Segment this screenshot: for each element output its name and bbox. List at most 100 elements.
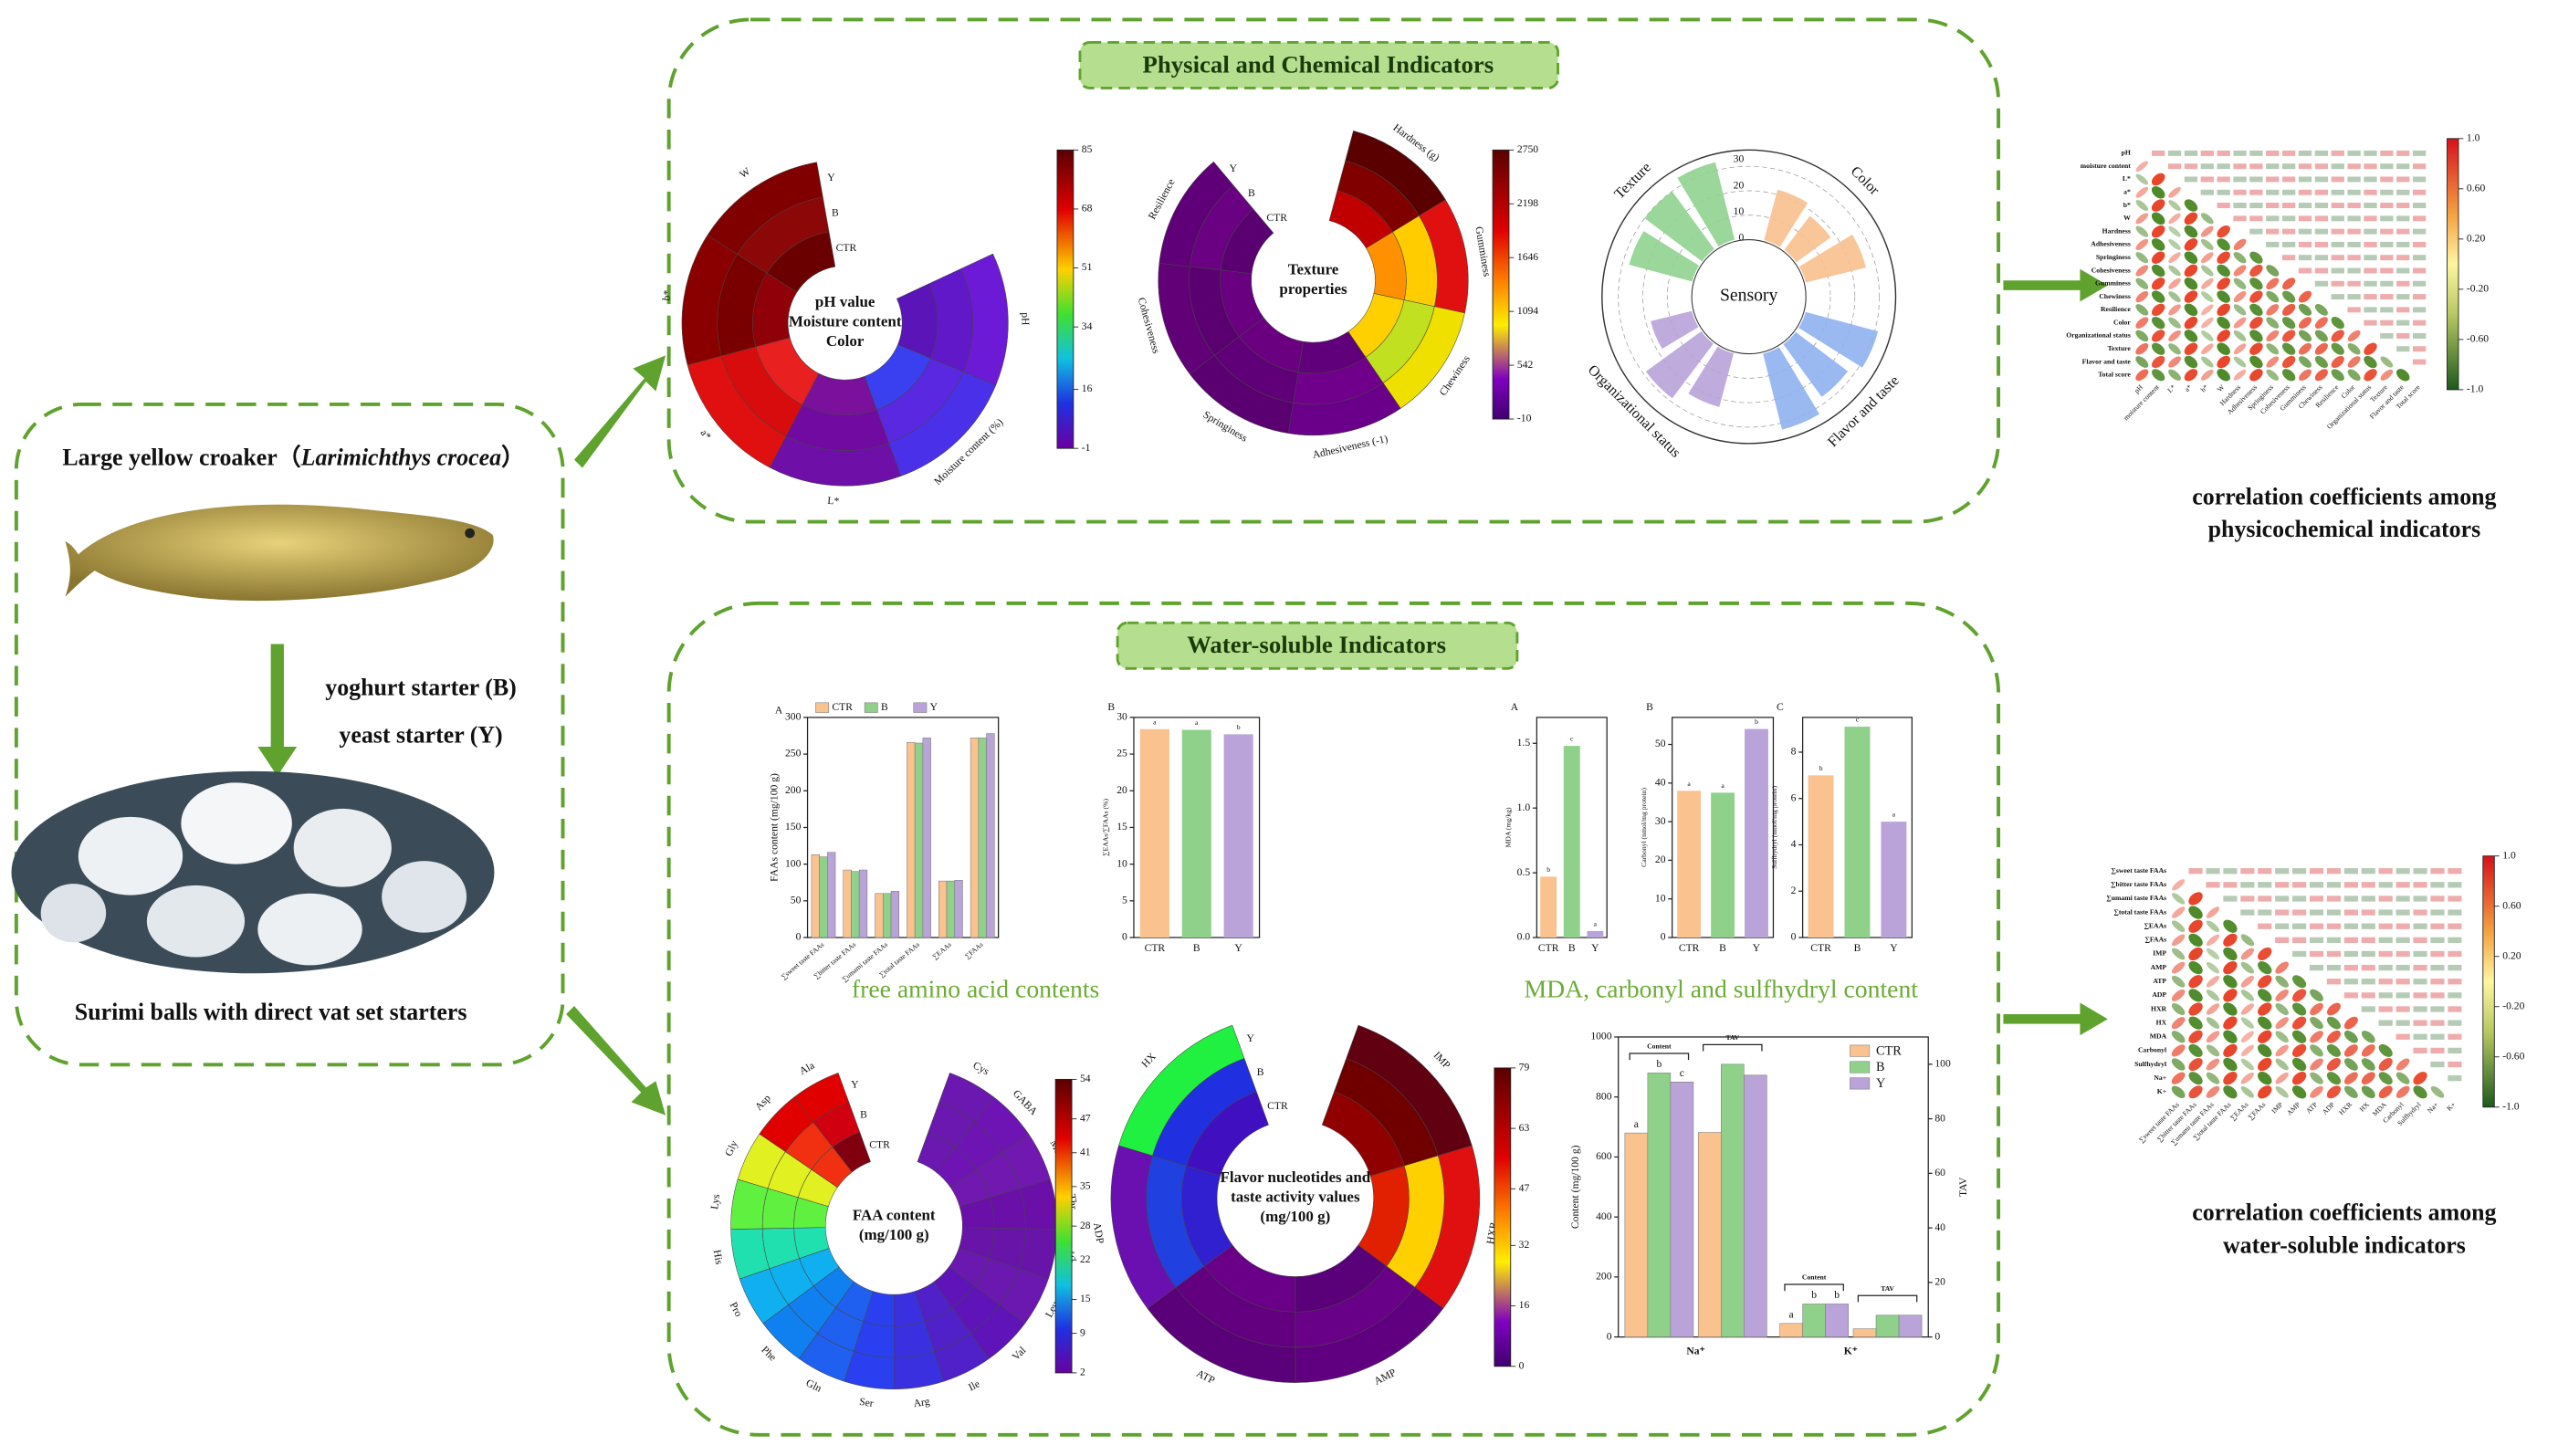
matrix-cell xyxy=(2331,280,2344,287)
matrix-cell xyxy=(2413,979,2427,985)
colorbar-label: 54 xyxy=(1080,1073,1091,1084)
sensory-rtick: 0 xyxy=(1738,231,1744,243)
sig-letter: a xyxy=(1721,781,1725,790)
matrix-cell xyxy=(2413,909,2427,916)
legend-swatch xyxy=(815,702,830,713)
colorbar-label: 22 xyxy=(1080,1253,1091,1265)
matrix-cell xyxy=(2331,176,2344,183)
sensory-bar xyxy=(1784,215,1831,263)
ring-label: Pro xyxy=(728,1300,745,1318)
sig-letter: b xyxy=(1819,764,1823,772)
bar xyxy=(1647,1073,1672,1337)
matrix-cell xyxy=(2326,1002,2341,1016)
sensory-frame xyxy=(1601,149,1897,445)
matrix-cell xyxy=(2275,1086,2289,1098)
matrix-cell xyxy=(2343,964,2358,971)
sensory-center-label: Sensory xyxy=(1720,286,1777,306)
matrix-cell xyxy=(2380,203,2394,209)
colorbar-label: 1646 xyxy=(1517,251,1538,263)
ring-group-label: B xyxy=(1257,1066,1264,1078)
caption: free amino acid contents xyxy=(852,974,1099,1002)
matrix-cell xyxy=(2266,228,2280,235)
sig-letter: c xyxy=(1856,716,1860,724)
matrix-cell xyxy=(2331,317,2344,330)
matrix-cell xyxy=(2309,923,2324,929)
matrix-cell xyxy=(2364,150,2377,156)
matrix-cell xyxy=(2364,369,2377,382)
matrix-cell xyxy=(2378,896,2393,902)
matrix-cell xyxy=(2380,319,2394,326)
matrix-cell xyxy=(2343,868,2358,875)
matrix-cell xyxy=(2135,317,2149,329)
tick-label: 4 xyxy=(1791,838,1797,850)
matrix-cell xyxy=(2151,212,2165,225)
matrix-cell xyxy=(2233,203,2247,209)
legend-swatch xyxy=(913,702,928,713)
matrix-cell xyxy=(2201,252,2214,264)
matrix-cell xyxy=(2361,1072,2375,1084)
colorbar-label: -1.0 xyxy=(2502,1100,2520,1112)
legend-swatch xyxy=(1850,1077,1871,1090)
matrix-cell xyxy=(2223,1072,2238,1085)
matrix-cell xyxy=(2331,228,2344,235)
matrix-cell xyxy=(2448,1006,2462,1012)
matrix-cell xyxy=(2430,992,2445,999)
matrix-cell xyxy=(2168,317,2181,329)
matrix-cell xyxy=(2275,989,2289,1001)
ring-center: Moisture content xyxy=(789,313,902,330)
tick-label: 6 xyxy=(1791,791,1797,803)
matrix-cell xyxy=(2412,241,2427,247)
matrix-cell xyxy=(2314,317,2328,330)
matrix-cell xyxy=(2258,1002,2272,1016)
tick-label: 60 xyxy=(1934,1167,1945,1178)
matrix-cell xyxy=(2347,176,2361,183)
bar xyxy=(1677,791,1702,938)
matrix-cell xyxy=(2240,896,2255,902)
tick-label: 10 xyxy=(1117,857,1127,869)
matrix-cell xyxy=(2223,1030,2238,1043)
matrix-cell xyxy=(2343,923,2358,929)
ring-label: His xyxy=(711,1249,726,1266)
matrix-cell xyxy=(2168,330,2181,342)
tick-label: 200 xyxy=(785,784,802,796)
matrix-cell xyxy=(2326,923,2342,929)
matrix-cell xyxy=(2201,317,2214,329)
matrix-cell xyxy=(2282,290,2296,303)
legend-label: B xyxy=(1876,1060,1885,1074)
tick-label: 800 xyxy=(1596,1090,1612,1102)
colorbar-label: 542 xyxy=(1517,359,1534,371)
matrix-cell xyxy=(2309,964,2324,971)
tick-label: 30 xyxy=(1655,815,1666,827)
matrix-cell xyxy=(2413,950,2427,958)
sig-letter: a xyxy=(1195,718,1199,727)
matrix-cell xyxy=(2396,1006,2410,1012)
matrix-cell xyxy=(2171,1072,2186,1084)
matrix-cell xyxy=(2380,332,2394,339)
matrix-cell xyxy=(2151,173,2165,186)
tick-label: 80 xyxy=(1934,1112,1945,1124)
matrix-cell xyxy=(2380,241,2394,247)
colorbar-label: -1 xyxy=(1082,442,1091,454)
matrix-row-label: IMP xyxy=(2153,949,2166,958)
tick-label: 1000 xyxy=(1590,1031,1611,1042)
matrix-cell xyxy=(2217,189,2230,195)
matrix-caption: water-soluble indicators xyxy=(2223,1231,2466,1258)
bar xyxy=(1540,876,1557,938)
matrix-cell xyxy=(2396,369,2410,382)
tick-label: 1.0 xyxy=(1517,801,1531,813)
matrix-cell xyxy=(2275,896,2290,902)
sig-letter: a xyxy=(1594,920,1598,928)
matrix-cell xyxy=(2151,316,2165,330)
matrix-cell xyxy=(2314,280,2329,287)
matrix-cell xyxy=(2430,979,2445,985)
tick-label: 250 xyxy=(785,748,802,759)
colorbar xyxy=(1492,149,1510,420)
ring-segment xyxy=(1221,208,1274,274)
matrix-cell xyxy=(2151,303,2165,317)
matrix-cell xyxy=(2326,1030,2341,1043)
matrix-cell xyxy=(2266,189,2280,195)
matrix-cell xyxy=(2240,934,2255,947)
matrix-cell xyxy=(2151,290,2165,303)
matrix-cell xyxy=(2364,267,2377,274)
